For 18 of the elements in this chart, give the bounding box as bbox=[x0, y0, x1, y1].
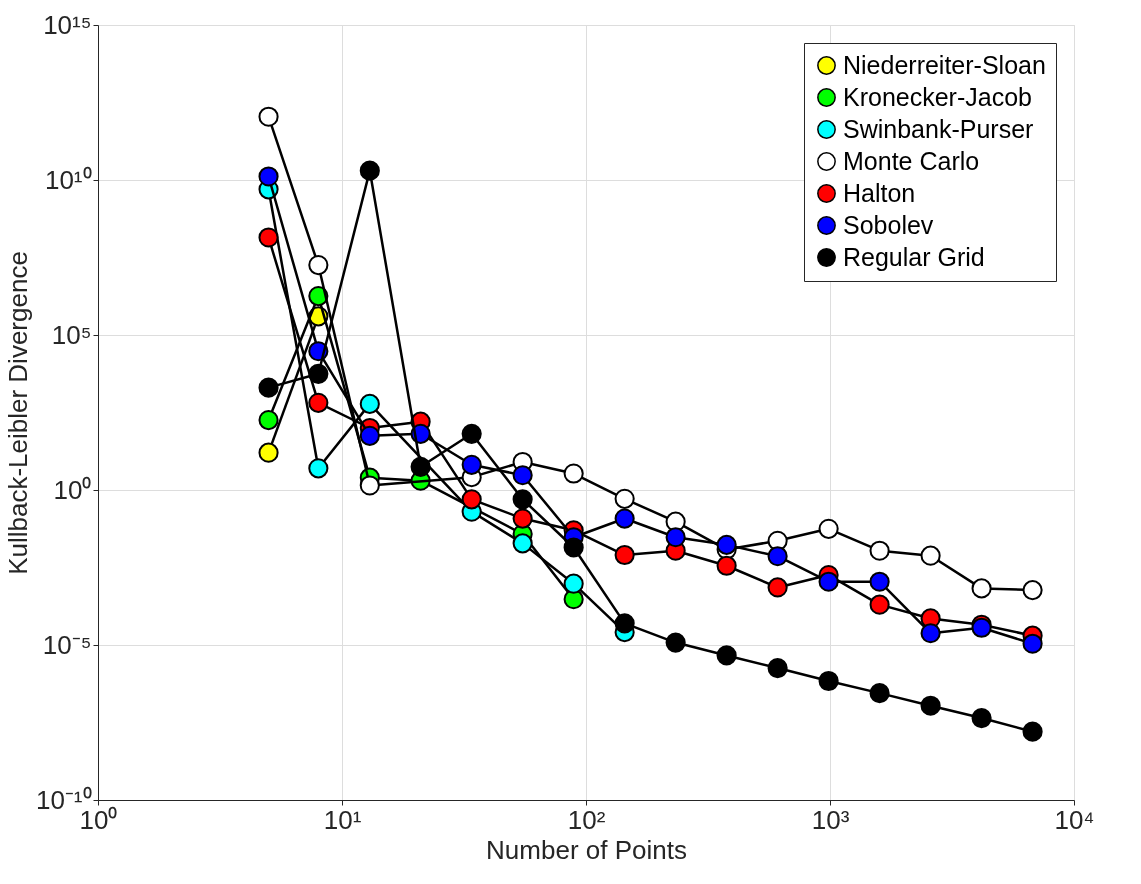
y-tick-label: 10¹⁰ bbox=[44, 164, 92, 195]
legend-label: Niederreiter-Sloan bbox=[843, 50, 1046, 79]
legend-label: Kronecker-Jacob bbox=[843, 82, 1032, 111]
x-tick-label: 10¹ bbox=[323, 804, 362, 835]
legend-label: Swinbank-Purser bbox=[843, 114, 1034, 143]
legend-label: Regular Grid bbox=[843, 242, 985, 271]
y-tick-label: 10⁰ bbox=[53, 474, 92, 505]
x-axis-title: Number of Points bbox=[486, 834, 687, 865]
x-tick-label: 10⁴ bbox=[1054, 804, 1095, 835]
legend-label: Sobolev bbox=[843, 210, 934, 239]
y-axis-title: Kullback-Leibler Divergence bbox=[2, 251, 33, 575]
x-tick-label: 10³ bbox=[811, 804, 850, 835]
legend-label: Monte Carlo bbox=[843, 146, 980, 175]
x-tick-label: 10² bbox=[567, 804, 606, 835]
y-tick-label: 10⁵ bbox=[51, 319, 92, 350]
y-tick-label: 10⁻⁵ bbox=[42, 629, 92, 660]
legend-label: Halton bbox=[843, 178, 916, 207]
y-tick-label: 10¹⁵ bbox=[43, 9, 92, 40]
